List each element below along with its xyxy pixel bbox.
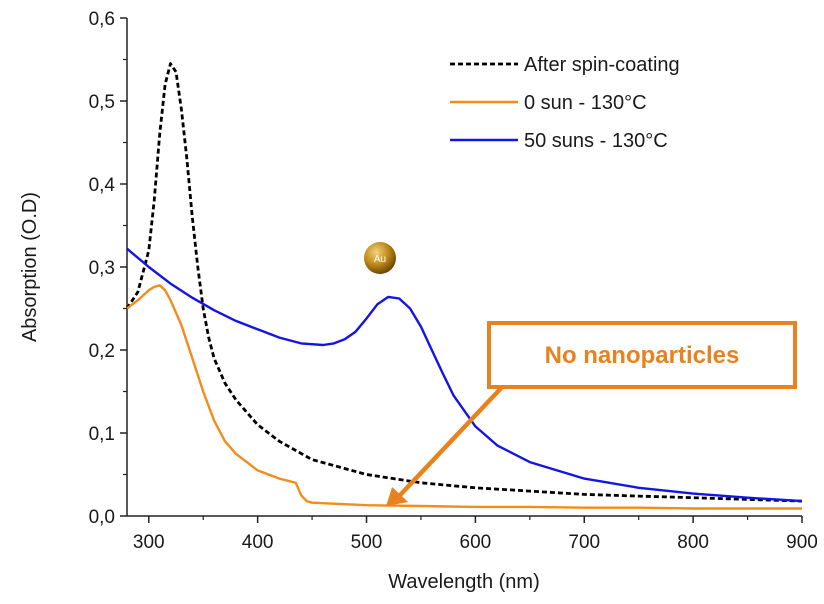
callout-text: No nanoparticles (545, 342, 740, 369)
gold-nanoparticle-icon (364, 242, 396, 274)
callout-arrowhead (386, 487, 409, 507)
y-tick-label: 0,2 (89, 341, 115, 362)
annotations: Au No nanoparticles (364, 242, 797, 507)
y-tick-label: 0,6 (89, 9, 115, 30)
y-tick-label: 0,4 (89, 175, 116, 196)
nanoparticle-label: Au (374, 254, 386, 265)
x-tick-label: 900 (786, 532, 818, 553)
x-tick-label: 300 (133, 532, 165, 553)
y-tick-label: 0,5 (89, 92, 115, 113)
callout-box (487, 321, 797, 389)
y-axis-title: Absorption (O.D) (19, 192, 41, 342)
series-group (125, 62, 803, 510)
x-tick-label: 400 (242, 532, 274, 553)
legend-label-1: 0 sun - 130°C (524, 92, 647, 114)
series-line-1 (126, 284, 802, 510)
x-axis-title: Wavelength (nm) (388, 571, 540, 593)
series-line-0 (125, 62, 803, 503)
legend-label-0: After spin-coating (524, 54, 680, 76)
callout-arrow-shaft (398, 382, 507, 497)
y-tick-label: 0,1 (89, 424, 115, 445)
y-tick-label: 0,0 (89, 507, 115, 528)
x-tick-label: 500 (351, 532, 383, 553)
x-tick-label: 800 (677, 532, 709, 553)
y-tick-label: 0,3 (89, 258, 115, 279)
legend-label-2: 50 suns - 130°C (524, 130, 668, 152)
axes: 0,0 0,1 0,2 0,3 0,4 0,5 0,6 300 400 500 600 700 800 9… (89, 9, 818, 553)
series-line-2 (126, 247, 803, 503)
x-tick-label: 600 (460, 532, 492, 553)
legend: After spin-coating 0 sun - 130°C 50 suns -… (450, 54, 680, 152)
x-tick-label: 700 (568, 532, 600, 553)
